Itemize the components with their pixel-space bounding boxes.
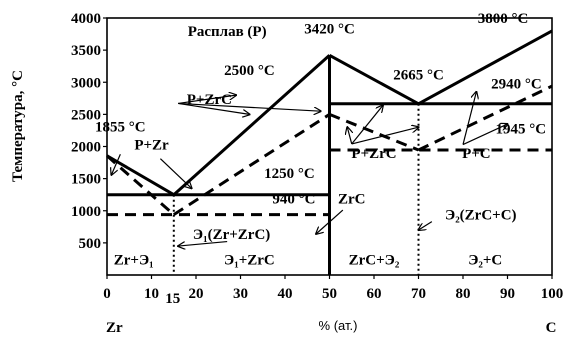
annotation-pc: Р+C [462,146,491,162]
y-tick-label: 4000 [71,11,101,27]
annotation-r2: Э₁+ZrC [224,253,275,269]
label-arrow [159,158,191,189]
annotation-melt: Расплав (Р) [188,24,267,40]
y-tick-label: 1000 [71,204,101,220]
y-tick-label: 3000 [71,75,101,91]
phase-line-dashed [328,113,420,152]
x-tick-label: 100 [541,286,564,302]
annotation-t1855: 1855 °C [95,120,146,136]
phase-line-dashed [106,154,175,216]
annotation-pzrc2: Р+ZrC [351,146,396,162]
annotation-t2665: 2665 °C [393,68,444,84]
annotation-pzrc1: Р+ZrC [187,92,232,108]
x-tick-label: 90 [500,286,515,302]
phase-lines [106,29,553,275]
annotation-t1250: 1250 °C [264,166,315,182]
annotations: Расплав (Р) 3420 °C 3800 °C 2500 °C 2665 °C 2… [95,11,546,269]
x-tick-label: 20 [189,286,204,302]
label-arrow [347,127,351,145]
phase-line-solid [328,53,420,106]
label-arrow [178,95,236,105]
x-tick-label: 30 [233,286,248,302]
x-tick-label: 60 [367,286,382,302]
phase-line-dashed [172,113,331,216]
label-arrows [111,92,507,246]
annotation-r3: ZrC+Э₂ [349,253,400,269]
phase-line-solid [106,154,175,196]
annotation-r1: Zr+Э₁ [114,253,154,269]
label-arrow [178,102,249,114]
x-tick-label-extra: 15 [165,291,180,307]
axis-ticks: 500 1000 1500 2000 2500 3000 3500 4000 0 10 20 30 40… [71,11,563,307]
y-tick-label: 500 [79,236,102,252]
label-arrow [462,92,476,145]
x-tick-label: 10 [144,286,159,302]
x-tick-label: 70 [411,286,426,302]
phase-line-solid [172,54,331,196]
x-left-component: Zr [106,320,123,336]
label-arrow [419,221,433,230]
label-arrow [351,105,383,145]
y-tick-label: 3500 [71,43,101,59]
annotation-t2940: 2940 °C [491,77,542,93]
annotation-pzr: Р+Zr [134,138,169,154]
x-axis-label: % (ат.) [319,318,358,333]
phase-line-dashed [417,84,553,152]
annotation-t2500: 2500 °C [224,63,275,79]
label-arrow [462,124,508,146]
y-tick-label: 2500 [71,107,101,123]
x-tick-label: 80 [456,286,471,302]
annotation-zrc: ZrC [338,192,366,208]
label-arrow [351,127,419,145]
label-arrow [316,209,344,234]
x-tick-label: 0 [103,286,111,302]
x-tick-label: 40 [278,286,293,302]
annotation-t940: 940 °C [272,192,315,208]
annotation-t1945: 1945 °C [496,122,547,138]
label-arrow [111,153,121,175]
annotation-e2: Э₂(ZrC+C) [445,208,517,224]
y-tick-label: 2000 [71,140,101,156]
label-arrow [178,240,228,246]
x-right-component: C [546,320,557,336]
label-arrow [178,102,320,111]
annotation-e1: Э₁(Zr+ZrC) [193,227,270,243]
annotation-t3420: 3420 °C [304,21,355,37]
y-axis-label: Температура, °C [10,70,26,182]
annotation-t3800: 3800 °C [478,11,529,27]
x-tick-label: 50 [322,286,337,302]
phase-line-solid [417,29,553,106]
y-tick-label: 1500 [71,172,101,188]
annotation-r4: Э₂+C [468,253,502,269]
